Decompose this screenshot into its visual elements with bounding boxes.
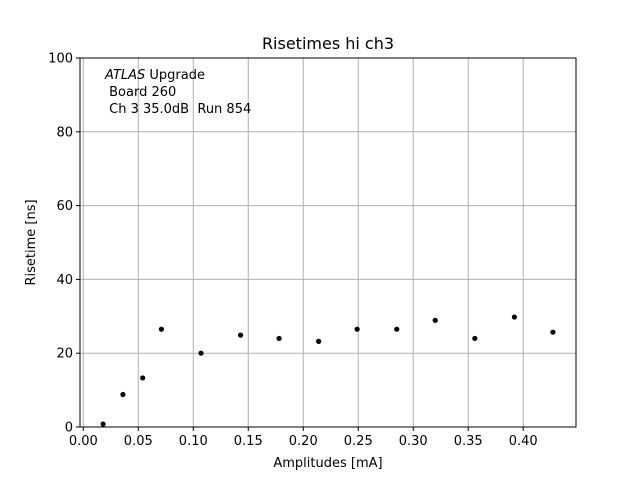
data-point [100, 421, 106, 427]
data-point [472, 335, 478, 342]
x-tick-label: 0.30 [399, 434, 428, 449]
data-point [354, 326, 360, 332]
x-tick-label: 0.00 [69, 434, 98, 449]
x-tick-label: 0.20 [289, 434, 318, 449]
x-tick-label: 0.05 [124, 434, 153, 449]
data-point [198, 350, 204, 356]
plot-frame [79, 57, 577, 428]
data-point [432, 317, 438, 323]
data-point [237, 332, 244, 338]
chart-title: Risetimes hi ch3 [262, 34, 394, 53]
data-point [120, 391, 126, 398]
y-tick-label: 60 [56, 199, 73, 214]
annotation-line-3: Ch 3 35.0dB Run 854 [105, 102, 251, 117]
data-point [550, 329, 556, 335]
y-tick-label: 80 [56, 125, 73, 140]
annotation-line-2: Board 260 [105, 85, 176, 100]
x-axis-ticks: 0.00 0.05 0.10 0.15 0.20 0.25 0.30 0.35 0.40 [69, 427, 538, 449]
y-tick-label: 100 [48, 52, 73, 67]
x-tick-label: 0.10 [179, 434, 208, 449]
x-tick-label: 0.25 [344, 434, 373, 449]
data-point [140, 375, 146, 381]
data-points [100, 314, 556, 427]
upgrade-label: Upgrade [145, 68, 205, 83]
y-tick-label: 0 [65, 421, 73, 436]
x-tick-label: 0.40 [509, 434, 538, 449]
y-axis-ticks: 0 20 40 60 80 100 [48, 52, 80, 436]
x-tick-label: 0.15 [234, 434, 263, 449]
y-tick-label: 40 [56, 273, 73, 288]
y-axis-label: Risetime [ns] [24, 199, 39, 285]
y-tick-label: 20 [56, 347, 73, 362]
data-point [394, 326, 400, 332]
atlas-label: ATLAS [104, 68, 145, 83]
data-point [158, 326, 164, 332]
data-point [511, 314, 518, 320]
grid-lines [80, 57, 576, 428]
data-point [316, 338, 322, 344]
x-tick-label: 0.35 [454, 434, 483, 449]
annotation-line-1: ATLAS Upgrade [104, 68, 205, 83]
x-axis-label: Amplitudes [mA] [273, 456, 382, 471]
data-point [276, 335, 282, 342]
